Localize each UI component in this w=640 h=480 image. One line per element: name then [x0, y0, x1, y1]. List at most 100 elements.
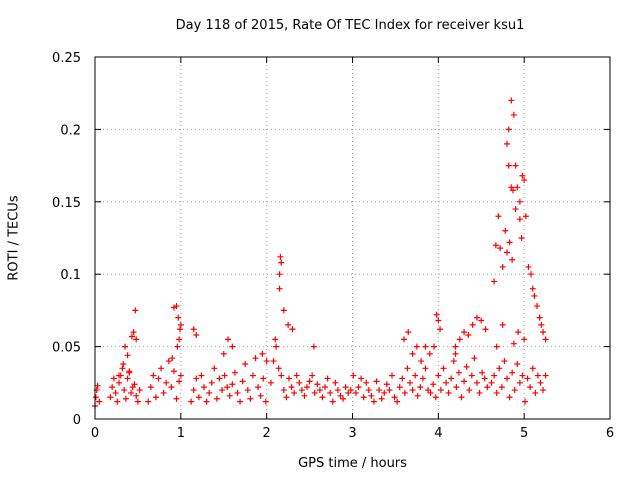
data-point	[443, 379, 450, 386]
data-point	[376, 387, 383, 394]
data-point	[388, 372, 395, 379]
data-point	[107, 394, 114, 401]
data-point	[270, 358, 277, 365]
data-point	[394, 398, 401, 405]
data-point	[373, 378, 380, 385]
data-point	[512, 206, 519, 213]
y-tick-label: 0.1	[60, 268, 81, 283]
data-point	[509, 256, 516, 263]
data-point	[311, 389, 318, 396]
data-point	[130, 329, 137, 336]
data-point	[405, 329, 412, 336]
data-point	[121, 387, 128, 394]
data-point	[324, 375, 331, 382]
y-tick-label: 0	[73, 413, 81, 428]
y-tick-label: 0.15	[52, 196, 81, 211]
data-point	[350, 372, 357, 379]
data-point	[133, 392, 140, 399]
data-point	[249, 372, 256, 379]
data-point	[504, 140, 510, 147]
data-point	[109, 384, 116, 391]
data-point	[120, 360, 127, 367]
data-point	[176, 326, 183, 333]
data-point	[418, 358, 425, 365]
data-point	[516, 216, 523, 223]
data-point	[516, 198, 523, 205]
data-point	[306, 378, 313, 385]
data-point	[206, 389, 213, 396]
data-point	[247, 395, 254, 402]
data-point	[358, 375, 365, 382]
data-point	[510, 187, 517, 194]
data-point	[522, 398, 529, 405]
data-point	[193, 332, 200, 339]
data-point	[381, 389, 388, 396]
data-point	[437, 387, 444, 394]
data-point	[301, 392, 308, 399]
data-point	[175, 314, 182, 321]
data-point	[132, 307, 139, 314]
data-point	[145, 398, 152, 405]
data-point	[440, 365, 447, 372]
data-point	[529, 285, 536, 292]
data-point	[419, 375, 426, 382]
data-point	[452, 350, 459, 357]
data-point	[158, 365, 165, 372]
data-point	[453, 384, 460, 391]
data-point	[316, 387, 323, 394]
y-tick-label: 0.25	[52, 51, 81, 66]
data-point	[188, 398, 195, 405]
data-point	[289, 326, 296, 333]
data-point	[237, 398, 244, 405]
data-point	[469, 321, 476, 328]
data-point	[242, 360, 249, 367]
data-point	[521, 336, 528, 343]
data-point	[431, 343, 438, 350]
data-point	[296, 379, 303, 386]
data-point	[211, 365, 218, 372]
data-point	[293, 372, 300, 379]
data-point	[276, 271, 283, 278]
data-point	[163, 379, 170, 386]
data-point	[534, 303, 541, 310]
data-point	[466, 387, 473, 394]
data-point	[409, 350, 416, 357]
data-point	[509, 369, 516, 376]
data-point	[450, 358, 457, 365]
data-point	[540, 387, 547, 394]
data-point	[491, 278, 498, 285]
data-point	[508, 97, 515, 104]
data-point	[417, 384, 424, 391]
data-point	[435, 372, 442, 379]
data-point	[514, 184, 521, 191]
data-point	[150, 372, 157, 379]
data-point	[433, 311, 440, 318]
data-point	[116, 372, 123, 379]
data-point	[267, 379, 274, 386]
data-point	[213, 395, 220, 402]
data-point	[370, 398, 377, 405]
data-point	[239, 378, 246, 385]
x-tick-label: 0	[91, 426, 99, 441]
data-point	[482, 326, 489, 333]
y-axis-label: ROTI / TECUs	[6, 195, 22, 281]
data-point	[542, 372, 549, 379]
data-point	[229, 381, 236, 388]
data-point	[531, 292, 538, 299]
data-point	[304, 384, 311, 391]
data-point	[216, 375, 223, 382]
data-point	[147, 384, 154, 391]
data-point	[177, 372, 184, 379]
data-point	[219, 387, 226, 394]
data-point	[285, 375, 292, 382]
data-points	[92, 97, 549, 409]
data-point	[280, 307, 287, 314]
data-point	[488, 379, 495, 386]
data-point	[409, 387, 416, 394]
data-point	[522, 213, 529, 220]
data-point	[322, 384, 329, 391]
data-point	[131, 381, 138, 388]
x-tick-label: 4	[434, 426, 442, 441]
data-point	[133, 336, 140, 343]
data-point	[412, 372, 419, 379]
